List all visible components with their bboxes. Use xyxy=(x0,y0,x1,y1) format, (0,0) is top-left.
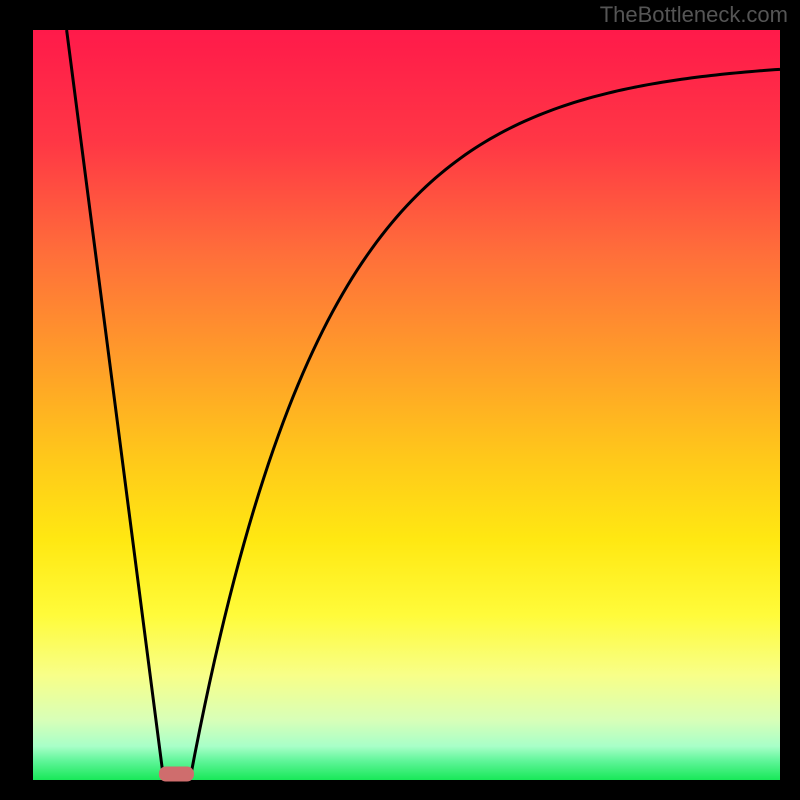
optimal-marker xyxy=(159,767,194,782)
gradient-background xyxy=(33,30,780,780)
chart-svg xyxy=(0,0,800,800)
watermark-text: TheBottleneck.com xyxy=(600,2,788,28)
chart-container: TheBottleneck.com xyxy=(0,0,800,800)
